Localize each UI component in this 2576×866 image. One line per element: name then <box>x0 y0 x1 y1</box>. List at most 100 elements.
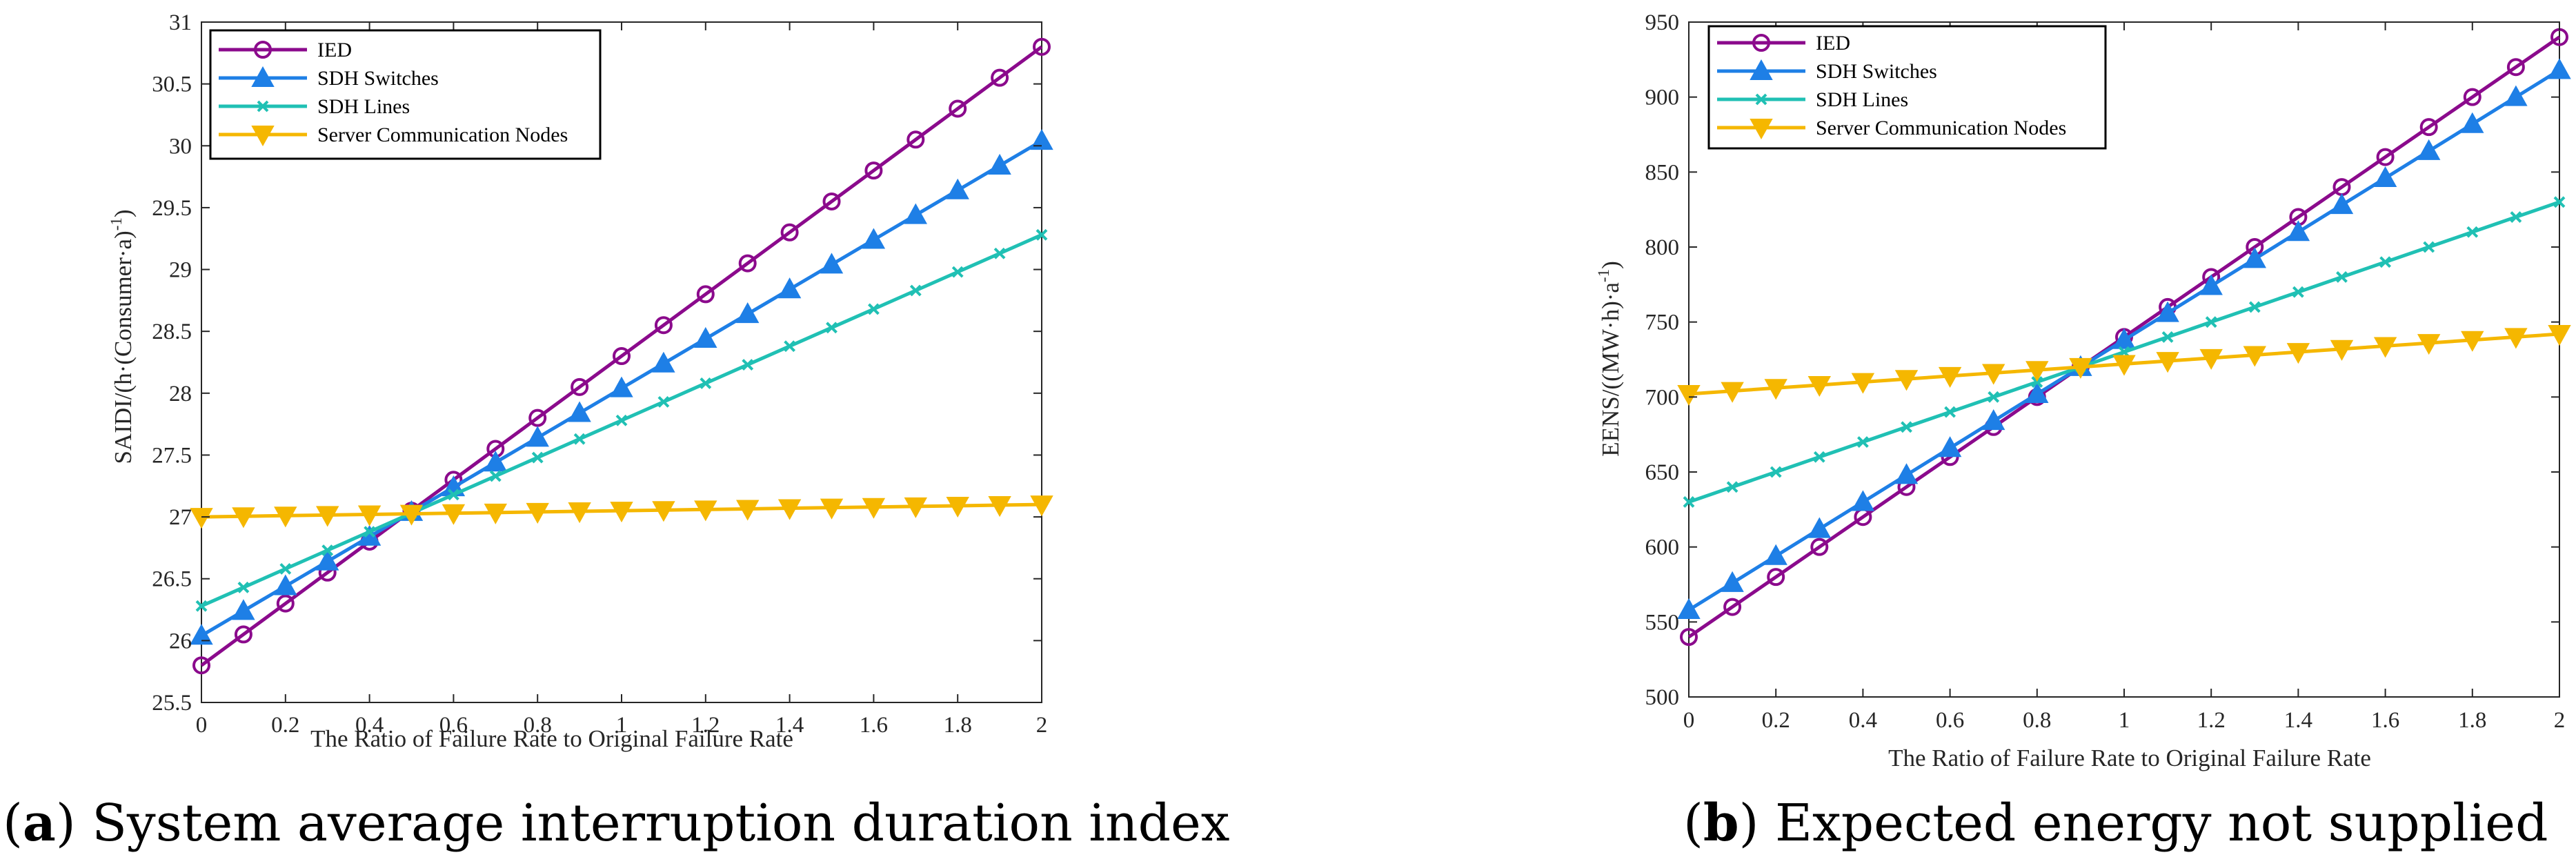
caption-paren-close-b: ) <box>1739 794 1759 853</box>
marker-sdh-lines <box>1944 406 1956 418</box>
marker-sdh-lines <box>2379 256 2392 268</box>
marker-server-nodes <box>2156 352 2179 373</box>
marker-sdh-switches <box>1807 517 1831 538</box>
legend-label: SDH Switches <box>1816 60 1937 83</box>
x-tick-label-b: 0.6 <box>1936 708 1964 733</box>
marker-ied <box>864 161 883 180</box>
marker-sdh-switches <box>2504 85 2528 106</box>
caption-letter-b: b <box>1703 794 1739 853</box>
ticks-layer-a: 0 0.2 0.4 0.6 0.8 1 1.2 1.4 1.6 1.8 2 25.5 26 26.5 27 2… <box>152 10 1047 738</box>
y-tick-label-a: 25.5 <box>152 691 192 716</box>
legend-label: SDH Lines <box>317 95 410 118</box>
y-tick-label-b: 700 <box>1645 385 1680 410</box>
series-sdh-switches-b <box>1677 58 2571 619</box>
marker-sdh-switches <box>736 302 760 324</box>
marker-sdh-switches <box>2373 166 2397 188</box>
marker-server-nodes <box>1030 495 1053 517</box>
marker-ied <box>949 99 967 118</box>
y-tick-label-b: 500 <box>1645 685 1680 710</box>
marker-sdh-switches <box>2112 328 2136 349</box>
marker-server-nodes <box>1851 373 1875 394</box>
marker-ied <box>192 656 210 675</box>
marker-sdh-switches <box>694 326 717 348</box>
marker-server-nodes <box>862 498 886 519</box>
marker-sdh-lines <box>2161 331 2174 343</box>
marker-server-nodes <box>1764 379 1787 400</box>
series-layer-b <box>1677 28 2571 647</box>
x-tick-label-a: 1.6 <box>860 713 888 738</box>
marker-sdh-switches <box>610 376 633 397</box>
x-tick-label-a: 0.8 <box>524 713 552 738</box>
marker-sdh-lines <box>2205 316 2217 328</box>
marker-ied <box>528 409 547 427</box>
marker-sdh-lines <box>784 340 796 353</box>
marker-server-nodes <box>1938 366 1962 388</box>
marker-sdh-lines <box>742 359 754 371</box>
marker-ied <box>696 285 715 304</box>
y-tick-label-a: 30.5 <box>152 72 192 97</box>
marker-sdh-switches <box>2286 220 2310 242</box>
marker-sdh-switches <box>2243 247 2266 268</box>
marker-ied <box>1680 628 1698 647</box>
y-tick-label-a: 28.5 <box>152 319 192 344</box>
legend-item-sdh-switches: SDH Switches <box>1717 59 1937 83</box>
marker-server-nodes <box>2286 343 2310 364</box>
marker-ied <box>2376 148 2395 166</box>
marker-legend-ied <box>254 41 272 59</box>
marker-server-nodes <box>2112 355 2136 376</box>
marker-sdh-switches <box>1894 463 1919 484</box>
y-tick-label-a: 28 <box>169 382 192 406</box>
marker-sdh-lines <box>657 395 670 408</box>
x-tick-label-b: 0.8 <box>2023 708 2051 733</box>
marker-sdh-lines <box>700 377 712 389</box>
ticks-layer-b: 0 0.2 0.4 0.6 0.8 1 1.2 1.4 1.6 1.8 2 500 550 600 650 7… <box>1645 10 2566 733</box>
marker-sdh-lines <box>2248 301 2261 313</box>
marker-ied <box>276 594 295 613</box>
marker-legend-ied <box>1752 34 1770 52</box>
caption-letter-a: a <box>23 794 56 853</box>
marker-sdh-lines <box>1726 481 1738 493</box>
marker-sdh-lines <box>1813 451 1825 463</box>
chart-panel-b: 0 0.2 0.4 0.6 0.8 1 1.2 1.4 1.6 1.8 2 500 550 600 650 7… <box>1595 10 2571 853</box>
legend-label: Server Communication Nodes <box>1816 117 2066 139</box>
y-tick-label-a: 31 <box>169 10 192 35</box>
marker-ied <box>906 130 925 149</box>
marker-server-nodes <box>1982 364 2005 385</box>
marker-sdh-switches <box>1677 598 1701 619</box>
y-tick-label-b: 950 <box>1645 10 1680 35</box>
marker-ied <box>1767 568 1785 587</box>
y-axis-label-b: EENS/((MW·h)·a-1) <box>1595 261 1624 457</box>
marker-sdh-lines <box>993 247 1006 259</box>
series-layer-a <box>190 37 1053 675</box>
marker-sdh-switches <box>526 426 549 447</box>
x-tick-label-b: 1.2 <box>2197 708 2226 733</box>
y-tick-label-b: 750 <box>1645 311 1680 335</box>
marker-sdh-lines <box>1901 421 1912 433</box>
x-tick-label-a: 1.2 <box>691 713 720 738</box>
legend-label: IED <box>317 39 352 61</box>
x-tick-label-a: 1.8 <box>944 713 972 738</box>
marker-server-nodes <box>904 497 927 518</box>
caption-paren-open-a: ( <box>3 794 23 853</box>
marker-server-nodes <box>946 496 969 518</box>
marker-sdh-lines <box>1770 466 1782 478</box>
marker-sdh-switches <box>1938 436 1962 457</box>
x-tick-label-a: 1 <box>616 713 628 738</box>
x-tick-label-a: 1.4 <box>775 713 804 738</box>
marker-sdh-lines <box>237 581 250 593</box>
marker-server-nodes <box>2199 348 2223 370</box>
marker-sdh-switches <box>484 451 507 472</box>
marker-legend-server-nodes <box>1750 119 1773 140</box>
marker-sdh-switches <box>2548 58 2571 79</box>
marker-sdh-switches <box>2461 112 2484 133</box>
marker-server-nodes <box>1807 375 1831 397</box>
marker-sdh-switches <box>274 574 297 596</box>
marker-server-nodes <box>652 501 675 522</box>
marker-server-nodes <box>399 504 424 526</box>
marker-ied <box>780 223 799 242</box>
marker-server-nodes <box>316 506 339 527</box>
marker-sdh-switches <box>2417 139 2441 160</box>
y-tick-label-b: 800 <box>1645 235 1680 260</box>
x-axis-label-b: The Ratio of Failure Rate to Original Fa… <box>1888 745 2371 771</box>
marker-sdh-lines <box>2031 376 2043 388</box>
